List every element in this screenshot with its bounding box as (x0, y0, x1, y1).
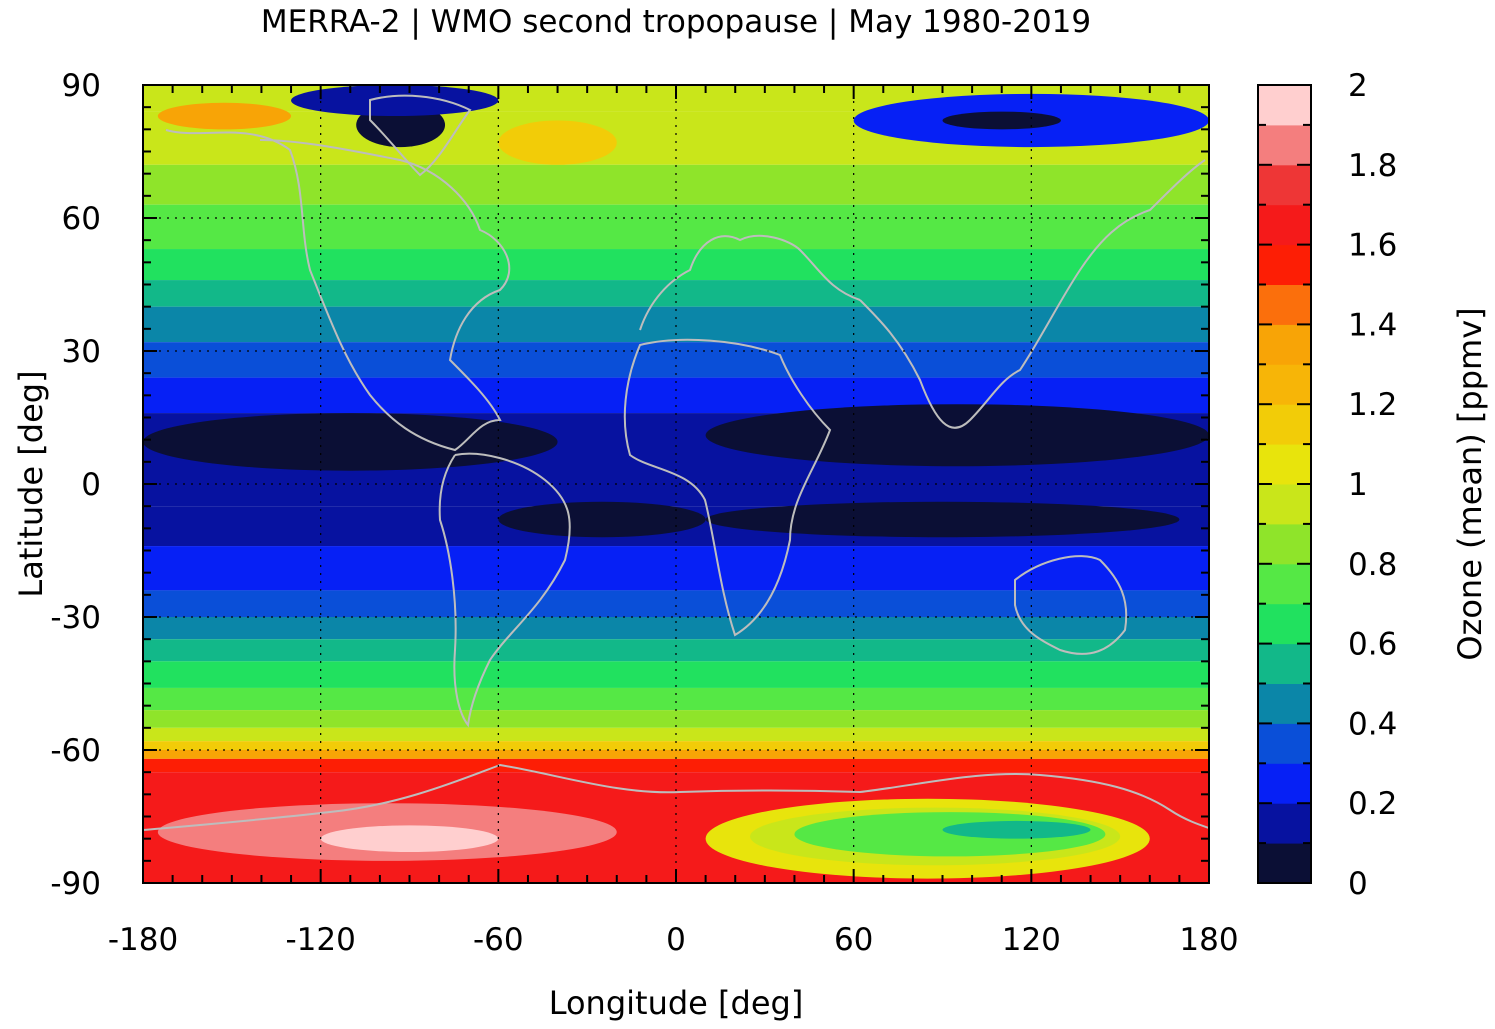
heatmap-band-12 (143, 590, 1209, 617)
colorbar-tick-label: 1 (1348, 467, 1368, 503)
heatmap-band-6 (143, 306, 1209, 343)
colorbar-swatch-12 (1258, 364, 1311, 405)
y-tick-label: -60 (50, 733, 101, 769)
heatmap-region-arctic-low-band (291, 85, 499, 117)
y-tick-labels: 90 60 30 0 -30 -60 -90 (50, 68, 101, 902)
colorbar-swatch-4 (1258, 683, 1311, 724)
colorbar-swatch-5 (1258, 643, 1311, 684)
colorbar-swatch-19 (1258, 85, 1311, 126)
colorbar-tick-label: 1.6 (1348, 228, 1397, 264)
coastline-africa (623, 338, 832, 637)
colorbar-swatches (1258, 85, 1311, 883)
colorbar-swatch-3 (1258, 723, 1311, 764)
y-axis-label: Latitude [deg] (12, 370, 50, 597)
y-tick-label: -90 (50, 866, 101, 902)
colorbar-tick-label: 1.8 (1348, 148, 1397, 184)
heatmap-region-siberia-low-core (942, 111, 1061, 130)
heatmap-region-tropics-north-dark-2 (705, 404, 1209, 467)
chart-title: MERRA-2 | WMO second tropopause | May 19… (261, 4, 1091, 40)
colorbar-swatch-18 (1258, 124, 1311, 166)
heatmap-region-tropics-north-dark (143, 413, 558, 471)
colorbar-swatch-14 (1258, 284, 1311, 325)
colorbar-swatch-6 (1258, 603, 1311, 645)
x-tick-label: -60 (473, 922, 524, 958)
colorbar-swatch-2 (1258, 763, 1311, 804)
colorbar-swatch-11 (1258, 404, 1311, 445)
colorbar-swatch-15 (1258, 244, 1311, 285)
colorbar-swatch-17 (1258, 164, 1311, 206)
heatmap-band-13 (143, 617, 1209, 640)
heatmap-band-3 (143, 204, 1209, 250)
x-tick-label: 60 (834, 922, 873, 958)
colorbar-swatch-9 (1258, 484, 1311, 525)
heatmap-band-16 (143, 687, 1209, 711)
colorbar-swatch-1 (1258, 803, 1311, 844)
x-tick-labels: -180 -120 -60 0 60 120 180 (108, 922, 1239, 958)
coastline-europe (639, 234, 861, 331)
colorbar-swatch-10 (1258, 444, 1311, 485)
colorbar-swatch-7 (1258, 563, 1311, 605)
heatmap-band-15 (143, 661, 1209, 688)
colorbar-swatch-13 (1258, 324, 1311, 365)
plot-area (143, 85, 1209, 883)
y-tick-label: 30 (62, 334, 101, 370)
colorbar-tick-label: 2 (1348, 68, 1368, 104)
colorbar-swatch-16 (1258, 204, 1311, 246)
heatmap-region-tropics-south-dark-2 (705, 501, 1180, 538)
y-tick-label: 0 (81, 467, 101, 503)
coastlines (143, 94, 1209, 831)
colorbar-tick-label: 0 (1348, 866, 1368, 902)
colorbar-ticks (1258, 84, 1311, 884)
heatmap-band-20 (143, 750, 1209, 759)
coastline-asia (859, 159, 1206, 429)
colorbar-tick-label: 0.6 (1348, 627, 1397, 663)
colorbar-tick-label: 1.2 (1348, 387, 1397, 423)
colorbar-tick-label: 0.8 (1348, 547, 1397, 583)
coastline-north-america (165, 129, 511, 452)
y-tick-label: -30 (50, 600, 101, 636)
x-tick-label: -120 (285, 922, 355, 958)
x-tick-label: 120 (1002, 922, 1061, 958)
heatmap-region-arctic-high-west (157, 102, 292, 130)
colorbar-tick-label: 1.4 (1348, 307, 1397, 343)
gridlines (143, 85, 1209, 883)
heatmap-band-11 (143, 546, 1209, 591)
x-axis-label: Longitude [deg] (549, 984, 804, 1022)
colorbar-tick-label: 0.4 (1348, 706, 1397, 742)
colorbar-swatch-0 (1258, 843, 1311, 883)
heatmap-region-antarctic-min-core (942, 820, 1091, 839)
colorbar-label: Ozone (mean) [ppmv] (1451, 307, 1489, 660)
heatmap-band-19 (143, 741, 1209, 750)
colorbar-tick-labels: 2 1.8 1.6 1.4 1.2 1 0.8 0.6 0.4 0.2 0 (1348, 68, 1397, 902)
colorbar: 2 1.8 1.6 1.4 1.2 1 0.8 0.6 0.4 0.2 0 (1257, 68, 1397, 902)
heatmap-band-14 (143, 639, 1209, 662)
coastline-south-america (438, 452, 571, 728)
axis-ticks (142, 84, 1210, 884)
heatmap-region-antarctic-max-core (320, 825, 499, 852)
y-tick-label: 90 (62, 68, 101, 104)
heatmap-layer (143, 85, 1209, 883)
colorbar-swatch-8 (1258, 523, 1311, 565)
colorbar-tick-label: 0.2 (1348, 786, 1397, 822)
heatmap-region-arctic-high-greenland (498, 120, 617, 165)
heatmap-band-7 (143, 342, 1209, 378)
heatmap-region-tropics-south-dark (498, 501, 706, 538)
coastline-greenland (369, 94, 472, 177)
x-tick-label: -180 (108, 922, 178, 958)
x-tick-label: 0 (666, 922, 686, 958)
x-tick-label: 180 (1179, 922, 1238, 958)
coastline-antarctica (143, 763, 1209, 831)
coastline-australia (1014, 555, 1128, 655)
y-tick-label: 60 (62, 201, 101, 237)
